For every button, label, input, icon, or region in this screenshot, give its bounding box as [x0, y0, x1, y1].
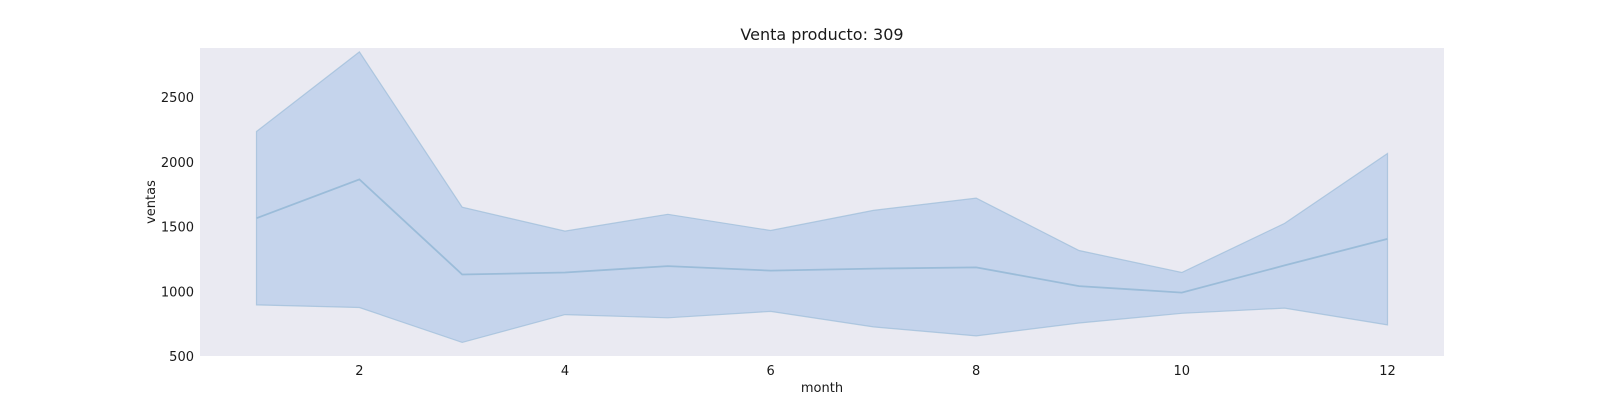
x-tick-label: 4: [561, 364, 569, 379]
y-tick-label: 2000: [161, 156, 194, 171]
y-axis-label: ventas: [144, 180, 159, 224]
x-tick-label: 6: [766, 364, 774, 379]
x-tick-label: 2: [355, 364, 363, 379]
confidence-band-layer: [255, 51, 1389, 344]
x-ticks: 2 4 6 8 10 12: [355, 364, 1396, 379]
x-axis-label: month: [801, 381, 843, 396]
data-point: [255, 216, 259, 220]
data-point: [769, 269, 773, 273]
x-tick-label: 10: [1174, 364, 1191, 379]
data-point: [357, 177, 361, 181]
x-tick-label: 12: [1379, 364, 1396, 379]
y-tick-label: 2500: [161, 91, 194, 106]
data-point: [1283, 263, 1287, 267]
series-line: [256, 178, 1388, 294]
y-tick-label: 1000: [161, 285, 194, 300]
data-point: [563, 271, 567, 275]
chart-title: Venta producto: 309: [740, 25, 903, 44]
data-point: [1386, 237, 1390, 241]
data-point: [1077, 284, 1081, 288]
y-tick-label: 1500: [161, 221, 194, 236]
x-tick-label: 8: [972, 364, 980, 379]
y-tick-label: 500: [169, 350, 194, 365]
data-point: [460, 273, 464, 277]
data-point: [666, 264, 670, 268]
y-ticks: 500 1000 1500 2000 2500: [161, 91, 194, 365]
data-point: [1180, 291, 1184, 295]
confidence-band: [255, 51, 1389, 344]
data-point: [974, 265, 978, 269]
data-point: [871, 267, 875, 271]
series-line-layer: [255, 177, 1390, 295]
